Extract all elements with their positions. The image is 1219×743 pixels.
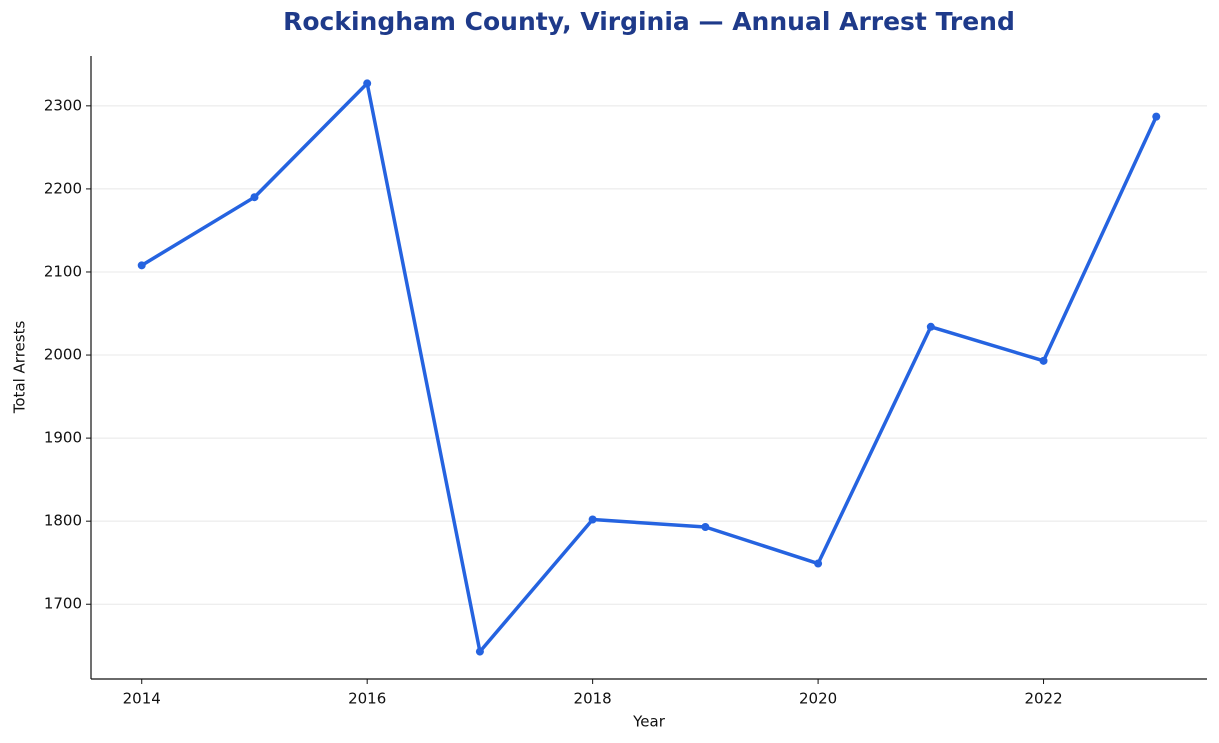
x-tick-label: 2016 [348,690,386,708]
x-tick-label: 2014 [123,690,161,708]
data-point [926,322,935,331]
data-point [1152,112,1161,121]
data-point [475,647,484,656]
y-axis-label: Total Arrests [11,321,29,415]
data-point [814,559,823,568]
data-point [588,515,597,524]
x-axis-label: Year [632,713,666,731]
y-tick-label: 2100 [44,262,82,280]
y-tick-label: 2300 [44,96,82,114]
y-tick-label: 1900 [44,429,82,447]
data-point [1039,356,1048,365]
data-point [250,193,259,202]
series-line [140,81,1158,654]
y-tick-label: 1700 [44,595,82,613]
chart-title: Rockingham County, Virginia — Annual Arr… [283,7,1015,36]
data-point [137,261,146,270]
x-tick-label: 2020 [799,690,837,708]
x-tick-label: 2022 [1024,690,1062,708]
x-tick-label: 2018 [574,690,612,708]
y-tick-label: 2200 [44,179,82,197]
y-tick-label: 2000 [44,346,82,364]
data-point [363,79,372,88]
data-point [701,522,710,531]
y-tick-label: 1800 [44,512,82,530]
